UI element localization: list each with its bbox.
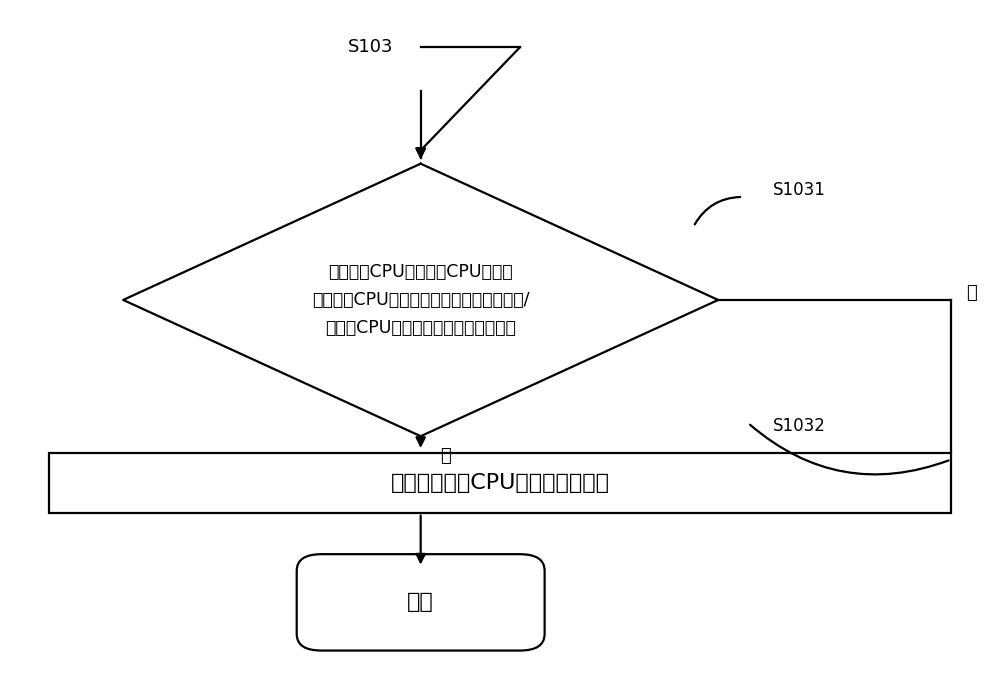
Text: 结束: 结束 bbox=[407, 592, 434, 612]
Text: 通过多核CPU中的第三CPU核判断: 通过多核CPU中的第三CPU核判断 bbox=[328, 263, 513, 281]
FancyBboxPatch shape bbox=[49, 453, 951, 513]
Text: 所述多核CPU所处的硬件环境的工作状态和/: 所述多核CPU所处的硬件环境的工作状态和/ bbox=[312, 291, 529, 309]
FancyArrowPatch shape bbox=[695, 197, 740, 224]
Text: 重启所述多核CPU所处的硬件环境: 重启所述多核CPU所处的硬件环境 bbox=[391, 472, 610, 493]
Text: S103: S103 bbox=[348, 38, 394, 57]
Text: 是: 是 bbox=[966, 284, 977, 302]
FancyArrowPatch shape bbox=[750, 425, 949, 474]
FancyBboxPatch shape bbox=[297, 554, 545, 651]
Text: 否: 否 bbox=[441, 447, 451, 465]
Text: S1032: S1032 bbox=[773, 417, 826, 435]
Text: 或第二CPU核的程序运行状态是否有效: 或第二CPU核的程序运行状态是否有效 bbox=[325, 319, 516, 337]
Text: S1031: S1031 bbox=[773, 181, 826, 199]
